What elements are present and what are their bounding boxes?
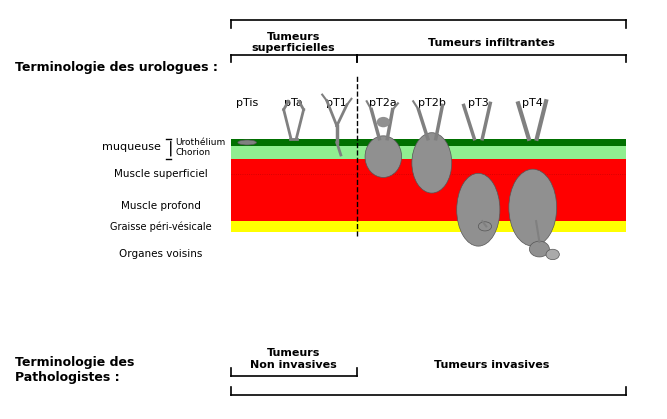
Text: Terminologie des urologues :: Terminologie des urologues : [15, 62, 217, 75]
Text: pT2b: pT2b [418, 98, 446, 109]
FancyBboxPatch shape [231, 190, 626, 221]
FancyBboxPatch shape [231, 159, 626, 190]
Text: pTis: pTis [236, 98, 258, 109]
Text: Graisse péri-vésicale: Graisse péri-vésicale [110, 221, 211, 232]
FancyBboxPatch shape [231, 139, 626, 146]
Text: Urothélium: Urothélium [175, 138, 225, 147]
Ellipse shape [509, 169, 557, 246]
Text: Chorion: Chorion [175, 148, 211, 157]
Ellipse shape [478, 222, 492, 231]
Ellipse shape [457, 173, 500, 246]
Text: pT3: pT3 [468, 98, 489, 109]
FancyBboxPatch shape [231, 221, 626, 232]
Text: muqueuse: muqueuse [102, 142, 161, 152]
Text: Tumeurs infiltrantes: Tumeurs infiltrantes [428, 38, 555, 48]
FancyBboxPatch shape [231, 146, 626, 159]
Text: Tumeurs invasives: Tumeurs invasives [434, 360, 549, 370]
Text: Tumeurs
superficielles: Tumeurs superficielles [252, 32, 336, 53]
Text: pTa: pTa [284, 98, 303, 109]
Text: Terminologie des
Pathologistes :: Terminologie des Pathologistes : [15, 356, 134, 384]
Text: Muscle superficiel: Muscle superficiel [114, 169, 207, 179]
Ellipse shape [530, 241, 550, 257]
Ellipse shape [546, 249, 560, 260]
Ellipse shape [238, 140, 256, 145]
Text: Organes voisins: Organes voisins [119, 249, 203, 259]
Ellipse shape [412, 133, 452, 193]
Text: pT2a: pT2a [370, 98, 397, 109]
Text: Tumeurs
Non invasives: Tumeurs Non invasives [250, 348, 337, 370]
Ellipse shape [365, 136, 402, 178]
Text: Muscle profond: Muscle profond [121, 201, 201, 210]
Ellipse shape [377, 117, 390, 127]
Text: pT1: pT1 [326, 98, 348, 109]
Text: pT4: pT4 [522, 98, 543, 109]
